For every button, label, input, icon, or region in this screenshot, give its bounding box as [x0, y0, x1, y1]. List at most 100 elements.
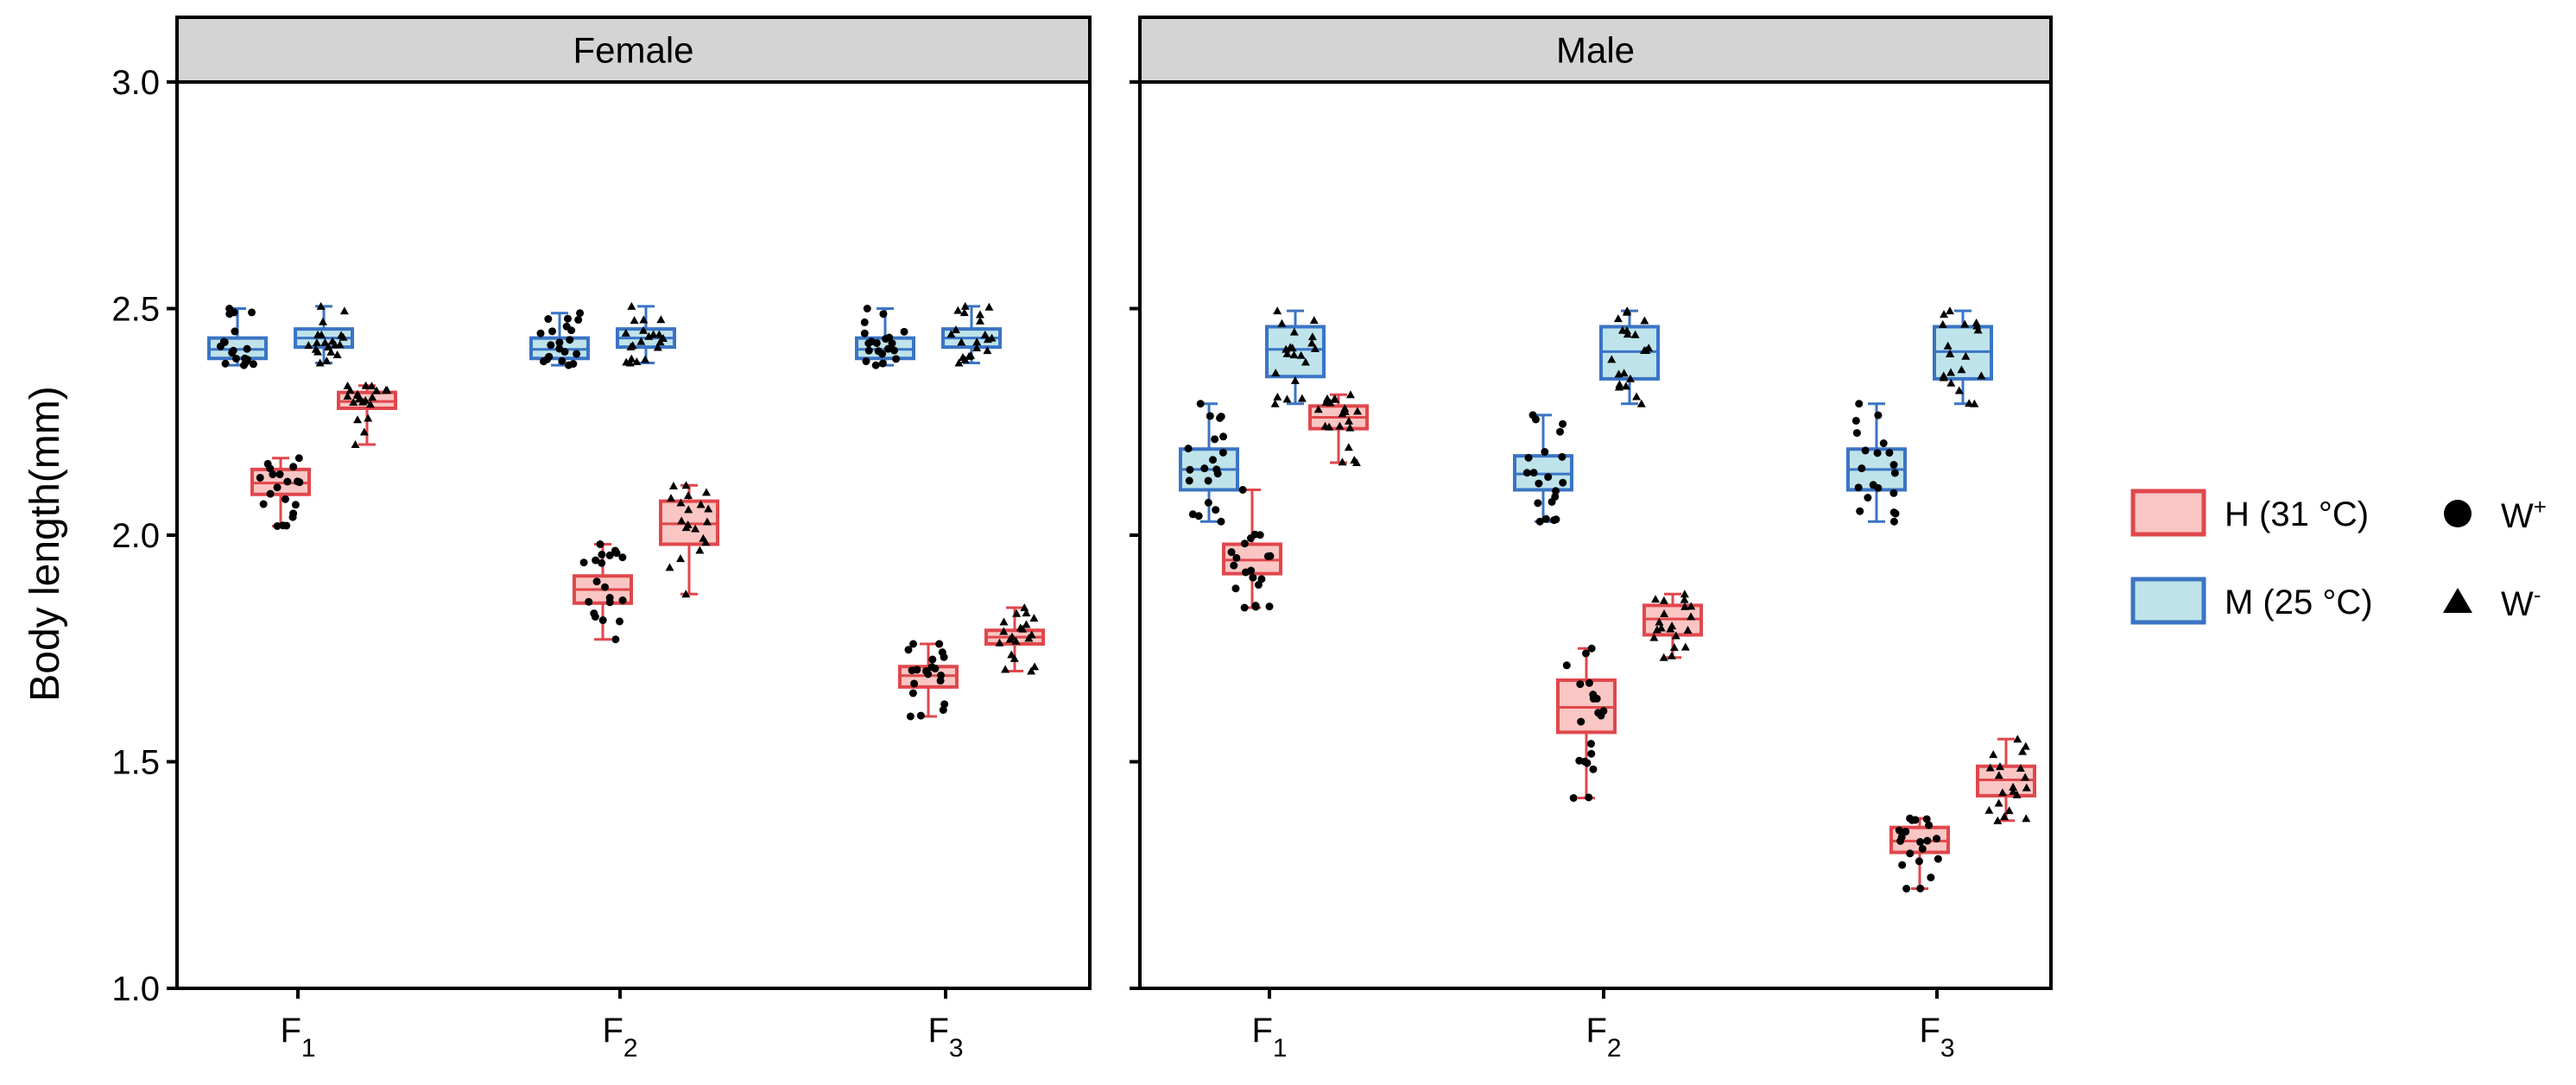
- box-f1-m-wminus: [294, 301, 354, 367]
- data-point: [1895, 826, 1903, 835]
- data-point: [1309, 316, 1319, 325]
- box-f1-h-wminus: [337, 381, 397, 448]
- data-point: [641, 355, 650, 363]
- data-point: [315, 358, 325, 367]
- box-f3-m-wminus: [1933, 306, 1993, 407]
- data-point: [2022, 783, 2031, 792]
- panel-frame: [175, 80, 1092, 990]
- data-point: [1217, 517, 1225, 526]
- data-point: [1231, 584, 1240, 593]
- data-point: [900, 327, 908, 336]
- data-point: [1534, 499, 1542, 508]
- data-point: [656, 315, 666, 324]
- data-point: [1632, 392, 1642, 401]
- data-point: [1250, 530, 1259, 539]
- data-point: [1621, 382, 1630, 390]
- data-point: [1889, 508, 1898, 517]
- data-point: [2021, 741, 2030, 750]
- data-point: [1340, 404, 1350, 413]
- data-point: [1206, 412, 1214, 420]
- data-point: [381, 386, 390, 394]
- data-point: [1889, 489, 1898, 497]
- data-point: [1660, 609, 1669, 617]
- data-point: [1916, 884, 1925, 893]
- data-point: [1185, 476, 1193, 485]
- data-point: [1544, 473, 1553, 482]
- data-point: [1345, 390, 1355, 399]
- data-point: [1592, 694, 1601, 703]
- data-point: [1569, 794, 1578, 802]
- data-point: [248, 308, 256, 317]
- data-point: [951, 325, 960, 333]
- data-point: [1247, 566, 1256, 575]
- data-point: [1915, 857, 1923, 866]
- data-point: [1965, 399, 1974, 407]
- data-point: [566, 336, 574, 344]
- data-point: [1558, 452, 1566, 461]
- data-point: [939, 706, 947, 715]
- data-point: [1636, 399, 1646, 407]
- data-point: [1227, 548, 1236, 557]
- box-f2-m-wplus: [529, 309, 590, 369]
- data-point: [2021, 773, 2030, 781]
- data-point: [1651, 595, 1661, 603]
- data-point: [1659, 653, 1668, 661]
- data-point: [573, 350, 581, 358]
- data-point: [368, 393, 377, 401]
- data-point: [1640, 316, 1649, 325]
- data-point: [289, 463, 298, 471]
- data-point: [605, 598, 614, 607]
- data-point: [1587, 749, 1596, 758]
- data-point: [1289, 350, 1299, 359]
- data-point: [1552, 487, 1560, 495]
- y-tick-label: 2.5: [111, 291, 160, 329]
- data-point: [313, 347, 323, 356]
- data-point: [1916, 837, 1925, 846]
- data-point: [1290, 375, 1300, 384]
- data-point: [676, 554, 686, 563]
- data-point: [1273, 392, 1282, 401]
- box-f3-m-wplus: [855, 305, 915, 369]
- data-point: [1680, 590, 1689, 598]
- y-tick-label: 1.5: [111, 744, 160, 782]
- data-point: [536, 329, 545, 337]
- data-point: [1680, 595, 1689, 603]
- legend-swatch: [2130, 577, 2206, 625]
- data-point: [1902, 827, 1910, 836]
- data-point: [275, 470, 284, 479]
- data-point: [676, 498, 686, 507]
- data-point: [892, 355, 901, 363]
- data-point: [2018, 747, 2028, 755]
- data-point: [365, 400, 375, 408]
- data-point: [1957, 365, 1966, 374]
- data-point: [983, 335, 992, 344]
- data-point: [655, 330, 664, 338]
- data-point: [1933, 835, 1941, 843]
- data-point: [1614, 369, 1623, 378]
- data-point: [1861, 446, 1870, 455]
- data-point: [864, 346, 873, 355]
- data-point: [871, 361, 880, 369]
- data-point: [1619, 369, 1629, 377]
- data-point: [1240, 603, 1249, 612]
- data-point: [1918, 844, 1927, 853]
- data-point: [1232, 553, 1241, 562]
- data-point: [665, 563, 674, 571]
- panel-title: Male: [1556, 30, 1635, 71]
- data-point: [1587, 644, 1596, 653]
- data-point: [243, 344, 251, 353]
- data-point: [702, 488, 712, 496]
- data-point: [1890, 469, 1899, 477]
- legend-circle-marker: [2444, 500, 2472, 527]
- y-axis-label: Body length(mm): [22, 386, 68, 701]
- data-point: [596, 540, 604, 548]
- data-point: [1934, 855, 1942, 863]
- data-point: [908, 666, 916, 675]
- data-point: [888, 339, 896, 348]
- legend-item-m: M (25 °C): [2130, 577, 2373, 625]
- data-point: [1273, 306, 1282, 315]
- box-f3-h-wminus: [1976, 735, 2036, 824]
- box-f2-h-wminus: [1642, 590, 1703, 661]
- y-tick-label: 1.0: [111, 970, 160, 1008]
- legend-label: M (25 °C): [2225, 584, 2373, 621]
